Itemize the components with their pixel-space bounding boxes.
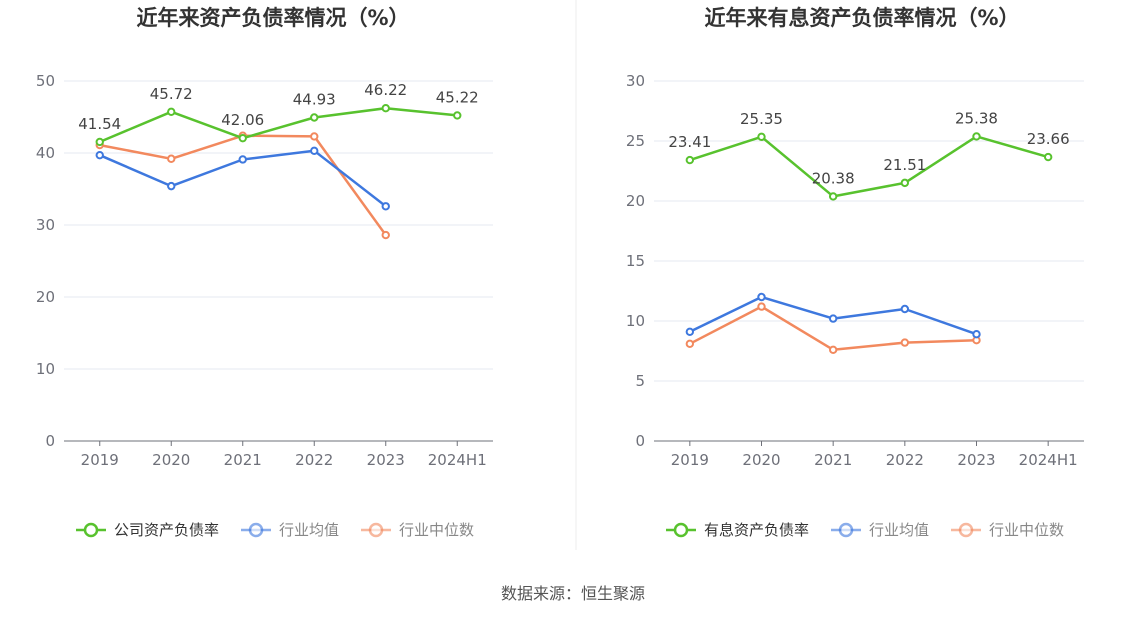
y-tick-label: 0 bbox=[635, 432, 645, 450]
data-point bbox=[757, 292, 766, 302]
data-point bbox=[238, 133, 247, 143]
data-point bbox=[972, 132, 981, 141]
data-point bbox=[685, 327, 695, 336]
series-line-3 bbox=[99, 134, 387, 236]
legend-label: 行业均值 bbox=[869, 521, 929, 539]
y-tick-label: 0 bbox=[45, 432, 55, 450]
data-source: 数据来源：恒生聚源 bbox=[501, 584, 645, 603]
data-label: 45.22 bbox=[436, 88, 479, 106]
y-tick-label: 40 bbox=[36, 144, 55, 162]
legend-label: 有息资产负债率 bbox=[704, 521, 809, 539]
legend-marker-icon bbox=[838, 522, 854, 538]
data-label: 23.41 bbox=[668, 133, 711, 151]
legend-marker-icon bbox=[83, 522, 99, 538]
series-line-1 bbox=[99, 106, 458, 144]
legend-item-2: 行业均值 bbox=[241, 521, 339, 539]
data-point bbox=[900, 178, 910, 188]
data-label: 23.66 bbox=[1027, 130, 1070, 148]
data-point bbox=[900, 304, 910, 314]
data-point bbox=[95, 150, 104, 160]
x-tick-label: 2020 bbox=[152, 451, 190, 469]
legend-label: 公司资产负债率 bbox=[114, 521, 219, 539]
data-point bbox=[900, 338, 910, 347]
y-tick-label: 15 bbox=[626, 252, 645, 270]
data-point bbox=[828, 192, 838, 201]
data-label: 20.38 bbox=[812, 169, 855, 187]
data-point bbox=[167, 107, 176, 117]
y-tick-label: 25 bbox=[626, 132, 645, 150]
data-point bbox=[828, 345, 838, 354]
x-tick-label: 2023 bbox=[367, 451, 405, 469]
x-tick-label: 2023 bbox=[957, 451, 995, 469]
data-label: 45.72 bbox=[150, 85, 193, 103]
legend-marker-icon bbox=[368, 522, 384, 538]
x-tick-label: 2021 bbox=[814, 451, 852, 469]
data-label: 46.22 bbox=[364, 81, 407, 99]
data-point bbox=[381, 104, 390, 113]
legend-marker-icon bbox=[673, 522, 689, 538]
y-tick-label: 30 bbox=[36, 216, 55, 234]
legend-label: 行业中位数 bbox=[399, 521, 474, 539]
data-point bbox=[757, 302, 766, 311]
y-tick-label: 50 bbox=[36, 72, 55, 90]
x-tick-label: 2020 bbox=[742, 451, 780, 469]
legend-label: 行业中位数 bbox=[989, 521, 1064, 539]
series-line-3 bbox=[689, 305, 977, 352]
legend-item-1: 公司资产负债率 bbox=[76, 521, 219, 539]
data-label: 44.93 bbox=[293, 91, 336, 109]
legend-marker-icon bbox=[958, 522, 974, 538]
data-label: 41.54 bbox=[78, 115, 121, 133]
data-point bbox=[757, 132, 766, 142]
data-point bbox=[381, 202, 390, 211]
data-label: 21.51 bbox=[883, 156, 926, 174]
legend-item-1: 有息资产负债率 bbox=[666, 521, 809, 539]
x-tick-label: 2024H1 bbox=[428, 451, 487, 469]
data-point bbox=[167, 181, 176, 191]
x-tick-label: 2022 bbox=[886, 451, 924, 469]
legend-marker-icon bbox=[248, 522, 264, 538]
y-tick-label: 5 bbox=[635, 372, 645, 390]
data-label: 42.06 bbox=[221, 111, 264, 129]
y-tick-label: 20 bbox=[626, 192, 645, 210]
data-label: 25.38 bbox=[955, 109, 998, 127]
x-tick-label: 2022 bbox=[295, 451, 333, 469]
data-point bbox=[685, 339, 695, 348]
y-tick-label: 30 bbox=[626, 72, 645, 90]
y-tick-label: 10 bbox=[36, 360, 55, 378]
series-line-1 bbox=[689, 135, 1049, 198]
data-point bbox=[167, 154, 176, 163]
data-point bbox=[828, 314, 838, 323]
data-point bbox=[310, 146, 319, 156]
x-tick-label: 2021 bbox=[224, 451, 262, 469]
data-label: 25.35 bbox=[740, 110, 783, 128]
data-point bbox=[310, 113, 319, 122]
legend-label: 行业均值 bbox=[279, 521, 339, 539]
chart-panel-1: 近年来资产负债率情况（%） 0 10 20 30 40 50 2019 2020 2021 2022… bbox=[36, 6, 493, 539]
x-tick-label: 2019 bbox=[671, 451, 709, 469]
legend-item-3: 行业中位数 bbox=[361, 521, 474, 539]
chart-panel-2: 近年来有息资产负债率情况（%） 0 5 10 15 20 25 30 2019 2020 2021 2… bbox=[626, 6, 1084, 539]
data-point bbox=[381, 230, 390, 240]
data-point bbox=[310, 132, 319, 141]
data-point bbox=[238, 155, 247, 164]
data-point bbox=[685, 155, 695, 165]
legend-item-2: 行业均值 bbox=[831, 521, 929, 539]
chart-title: 近年来资产负债率情况（%） bbox=[136, 6, 409, 30]
x-tick-label: 2019 bbox=[81, 451, 119, 469]
legend-item-3: 行业中位数 bbox=[951, 521, 1064, 539]
y-tick-label: 10 bbox=[626, 312, 645, 330]
data-point bbox=[453, 111, 462, 120]
chart-title: 近年来有息资产负债率情况（%） bbox=[704, 6, 1019, 30]
y-tick-label: 20 bbox=[36, 288, 55, 306]
data-point bbox=[95, 137, 104, 147]
x-tick-label: 2024H1 bbox=[1019, 451, 1078, 469]
data-point bbox=[972, 330, 981, 339]
data-point bbox=[1043, 152, 1053, 162]
